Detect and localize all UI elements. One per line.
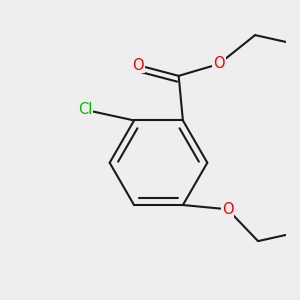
Text: O: O bbox=[133, 58, 144, 73]
Text: O: O bbox=[213, 56, 225, 71]
Text: Cl: Cl bbox=[78, 102, 92, 117]
Text: O: O bbox=[222, 202, 233, 217]
